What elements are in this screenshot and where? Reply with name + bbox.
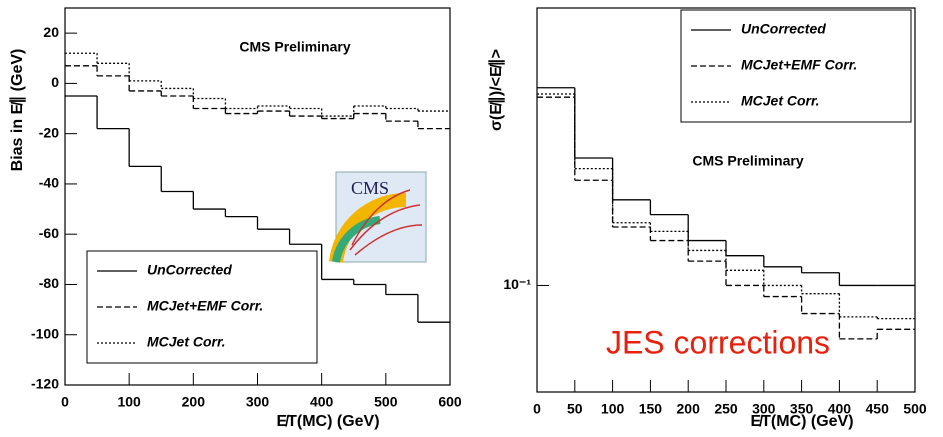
y-tick-label: -120 [31, 376, 59, 392]
y-tick-label: -40 [39, 175, 59, 191]
x-tick-label: 500 [903, 401, 927, 417]
legend-label: UnCorrected [147, 262, 232, 278]
x-tick-label: 100 [117, 394, 141, 410]
legend-label: MCJet+EMF Corr. [147, 298, 263, 314]
legend-label: MCJet Corr. [147, 334, 226, 350]
y-axis-label: σ(E̸∥)/<E̸∥> [488, 49, 505, 131]
y-tick-label: 20 [43, 24, 59, 40]
x-tick-label: 350 [790, 401, 814, 417]
y-tick-label: -20 [39, 124, 59, 140]
legend-label: UnCorrected [741, 21, 826, 37]
x-tick-label: 300 [752, 401, 776, 417]
x-tick-label: 200 [182, 394, 206, 410]
x-tick-label: 250 [714, 401, 738, 417]
x-tick-label: 500 [374, 394, 398, 410]
y-tick-label: 0 [51, 74, 59, 90]
annotation: CMS Preliminary [239, 39, 350, 55]
logo-arc [332, 216, 381, 263]
y-tick-label: -100 [31, 325, 59, 341]
x-tick-label: 400 [310, 394, 334, 410]
annotation: CMS Preliminary [692, 153, 803, 169]
x-tick-label: 600 [438, 394, 462, 410]
x-tick-label: 300 [246, 394, 270, 410]
y-axis-label: Bias in E̸∥ (GeV) [9, 49, 26, 172]
logo-text: CMS [351, 178, 389, 198]
note: JES corrections [606, 324, 830, 360]
cms-logo: CMS [329, 171, 427, 264]
x-tick-label: 400 [828, 401, 852, 417]
x-tick-label: 450 [866, 401, 890, 417]
x-axis-label: E̸T(MC) (GeV) [276, 413, 379, 430]
x-tick-label: 0 [61, 394, 69, 410]
y-tick-label: -80 [39, 275, 59, 291]
x-tick-label: 100 [601, 401, 625, 417]
x-tick-label: 50 [567, 401, 583, 417]
y-tick-label: -60 [39, 225, 59, 241]
x-axis-label: E̸T(MC) (GeV) [750, 413, 853, 430]
logo-tracks [349, 189, 423, 256]
legend: UnCorrected MCJet+EMF Corr. MCJet Corr. [680, 9, 912, 123]
legend-label: MCJet Corr. [741, 93, 820, 109]
x-tick-label: 200 [677, 401, 701, 417]
legend: UnCorrected MCJet+EMF Corr. MCJet Corr. [86, 250, 318, 364]
x-tick-label: 150 [639, 401, 663, 417]
legend-label: MCJet+EMF Corr. [741, 57, 857, 73]
x-tick-label: 0 [533, 401, 541, 417]
y-tick-label: 10⁻¹ [503, 276, 531, 292]
